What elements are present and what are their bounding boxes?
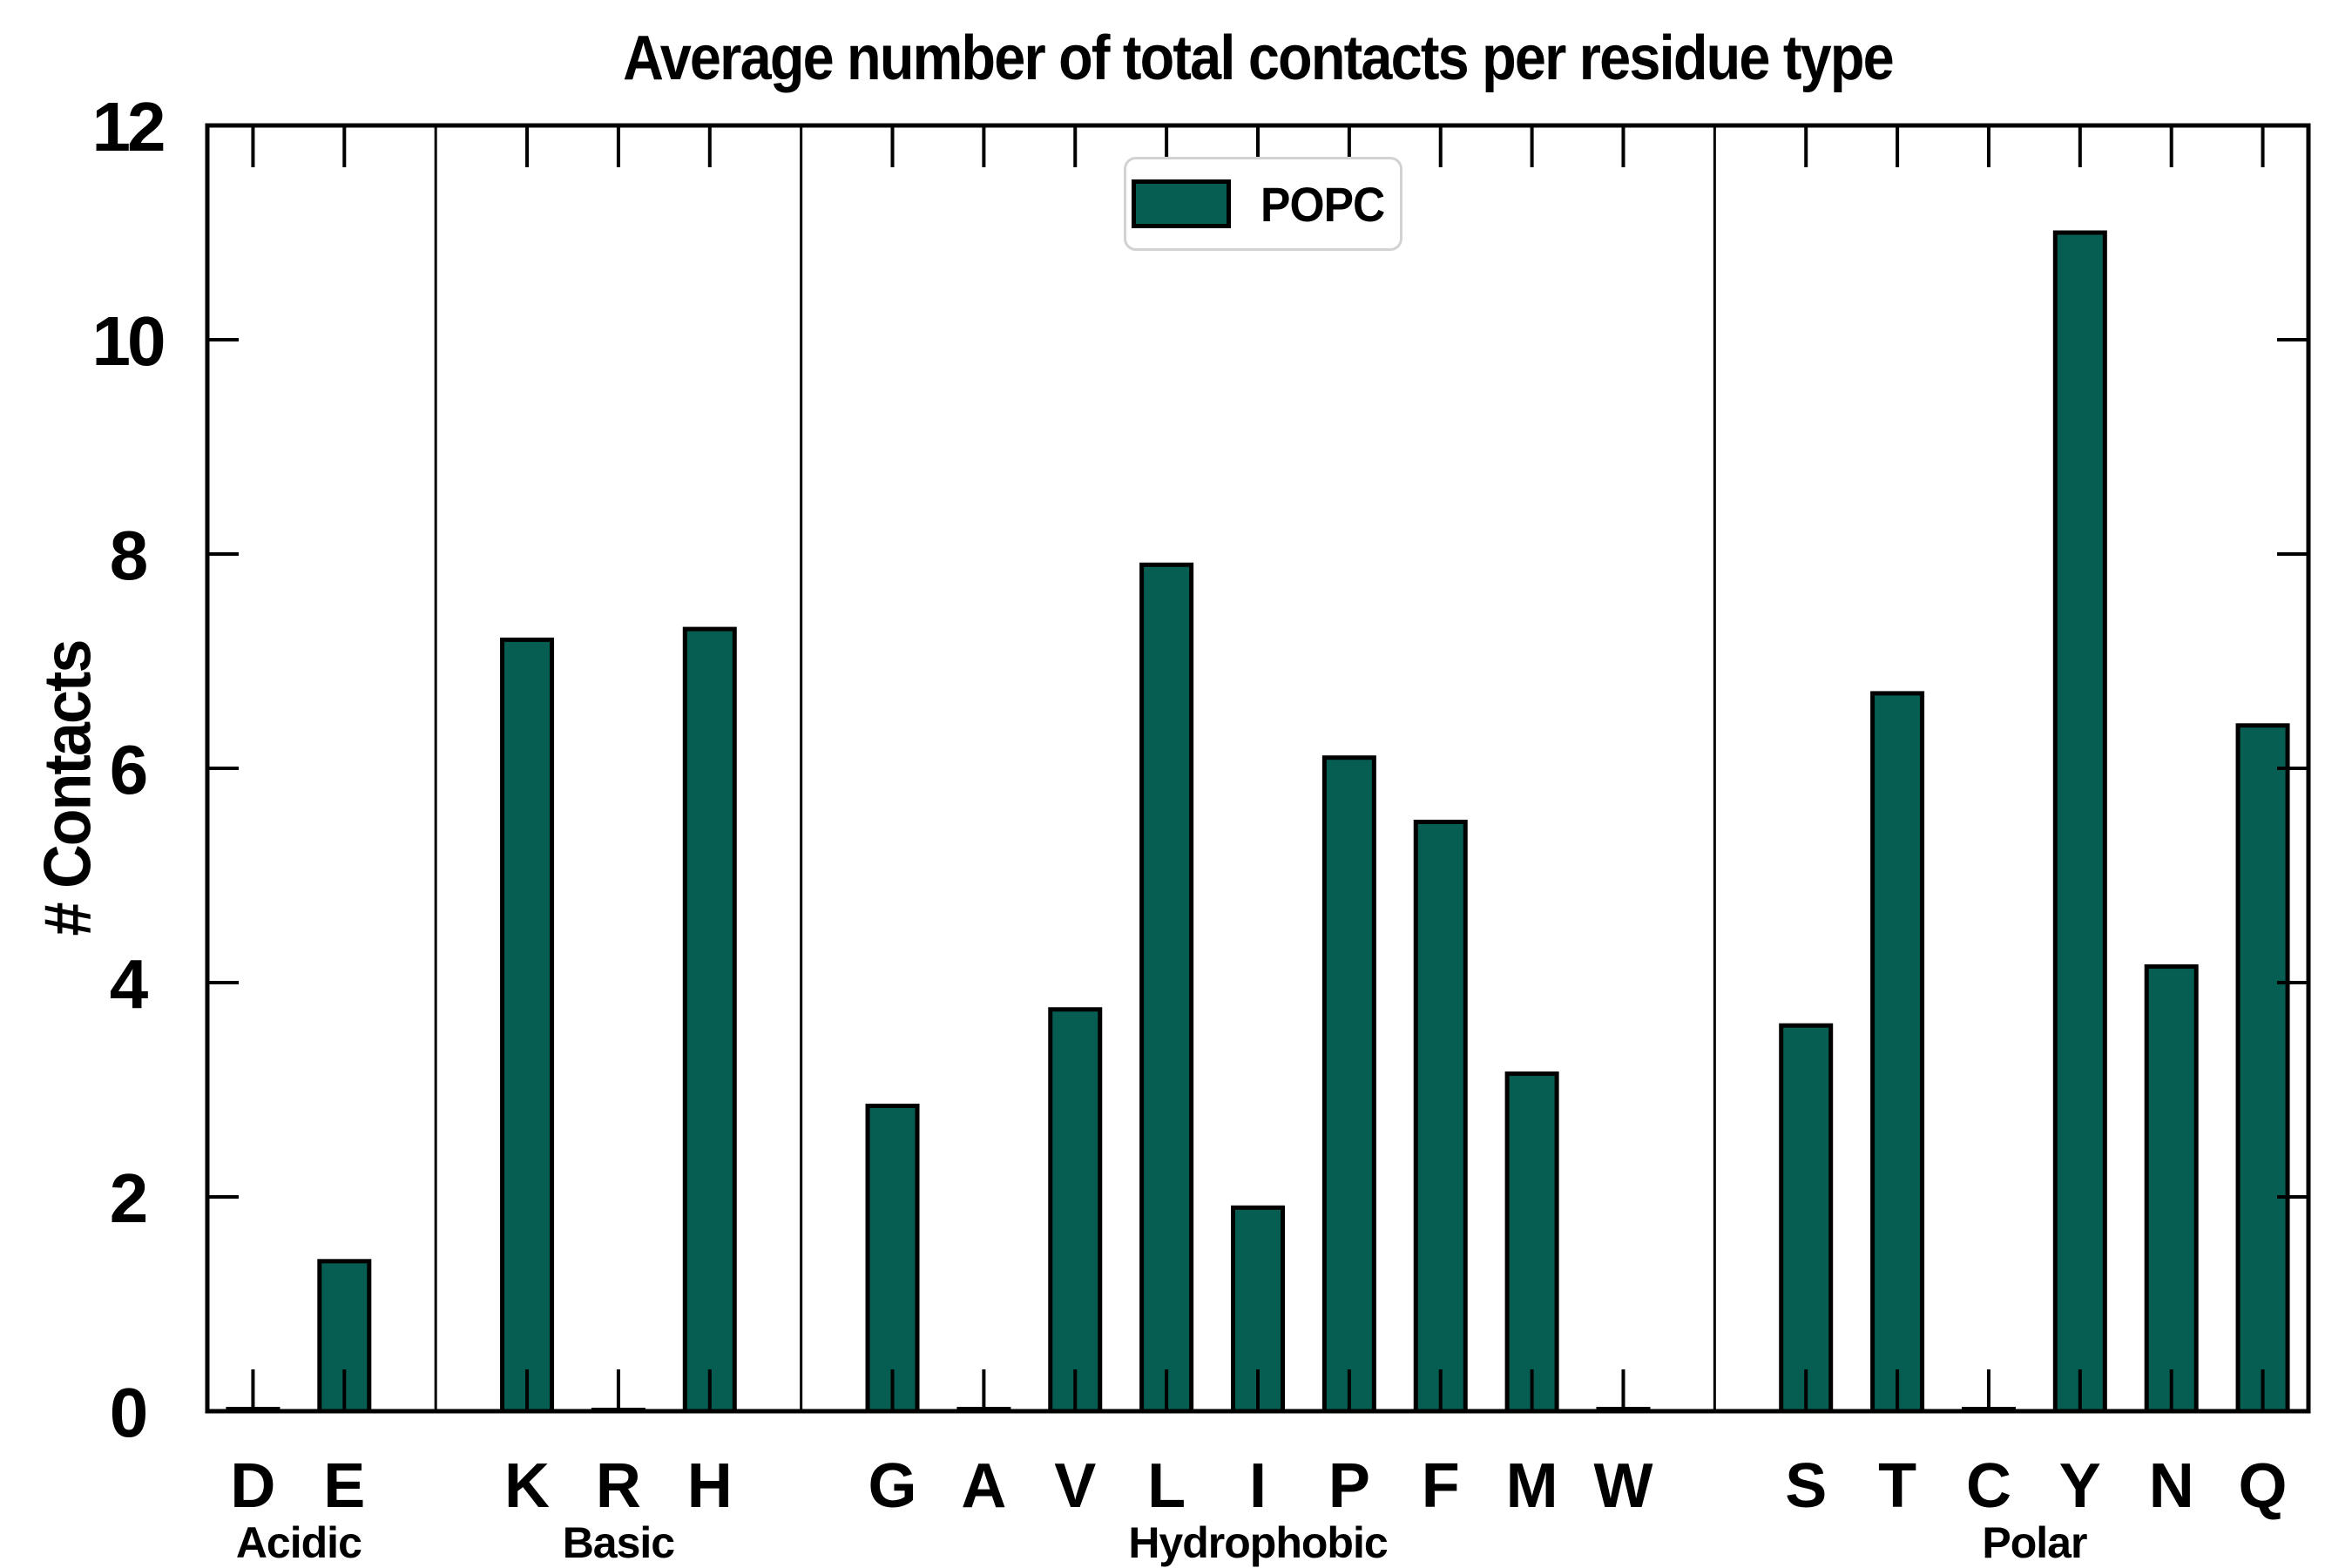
group-label-acidic: Acidic (236, 1518, 362, 1567)
group-label-polar: Polar (1982, 1518, 2087, 1567)
y-tick-label-12: 12 (92, 88, 164, 166)
x-tick-label-Q: Q (2239, 1451, 2288, 1521)
bar-S (1779, 1023, 1834, 1414)
y-tick-label-10: 10 (92, 302, 164, 380)
x-tick-label-D: D (230, 1451, 275, 1521)
x-tick-label-A: A (961, 1451, 1006, 1521)
x-tick-label-C: C (1966, 1451, 2011, 1521)
x-tick-label-T: T (1878, 1451, 1916, 1521)
x-tick-label-R: R (596, 1451, 641, 1521)
legend: POPC (1124, 157, 1402, 251)
x-tick-label-Y: Y (2059, 1451, 2101, 1521)
y-tick-label-6: 6 (110, 731, 146, 808)
x-tick-label-M: M (1506, 1451, 1558, 1521)
bar-T (1870, 691, 1925, 1414)
bar-K (500, 637, 555, 1414)
bar-G (865, 1103, 920, 1414)
bar-V (1048, 1007, 1103, 1414)
bar-N (2144, 964, 2199, 1414)
bar-M (1504, 1071, 1559, 1414)
y-tick-label-4: 4 (110, 945, 149, 1023)
x-tick-label-K: K (504, 1451, 550, 1521)
x-tick-label-L: L (1147, 1451, 1186, 1521)
y-tick-label-2: 2 (110, 1159, 146, 1237)
legend-label: POPC (1260, 176, 1385, 232)
chart-title: Average number of total contacts per res… (623, 24, 1895, 93)
legend-swatch-popc (1131, 179, 1231, 228)
x-tick-label-N: N (2149, 1451, 2194, 1521)
x-tick-label-H: H (687, 1451, 733, 1521)
x-tick-label-I: I (1249, 1451, 1267, 1521)
x-tick-label-W: W (1593, 1451, 1652, 1521)
group-label-basic: Basic (563, 1518, 675, 1567)
y-tick-label-8: 8 (110, 517, 147, 594)
y-tick-label-0: 0 (110, 1374, 146, 1451)
bar-Q (2235, 723, 2290, 1414)
axes-frame (205, 123, 2311, 1414)
x-tick-label-G: G (868, 1451, 917, 1521)
bar-Y (2052, 230, 2107, 1414)
x-tick-label-P: P (1328, 1451, 1370, 1521)
group-label-hydrophobic: Hydrophobic (1128, 1518, 1388, 1567)
bar-F (1413, 820, 1468, 1414)
bar-L (1139, 562, 1194, 1414)
x-tick-label-E: E (323, 1451, 365, 1521)
x-tick-label-S: S (1785, 1451, 1827, 1521)
bar-P (1321, 755, 1376, 1414)
x-tick-label-V: V (1054, 1451, 1096, 1521)
bar-H (682, 626, 737, 1414)
x-tick-label-F: F (1422, 1451, 1460, 1521)
